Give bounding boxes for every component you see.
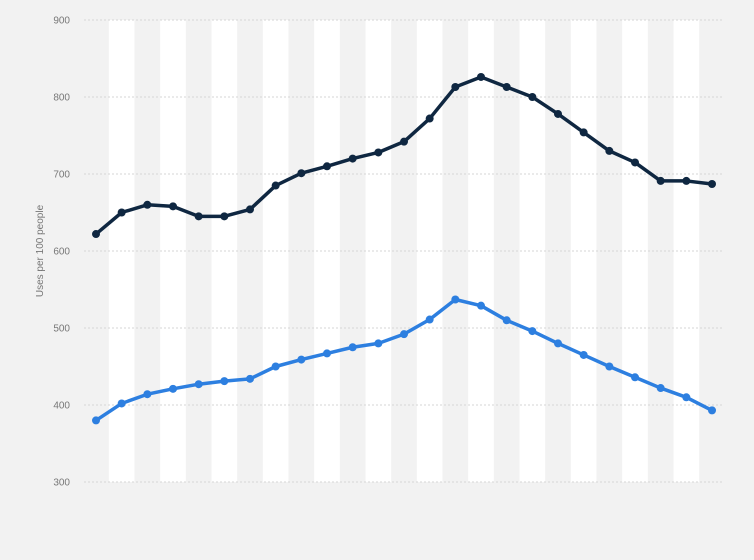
y-tick-label: 700 — [53, 170, 70, 181]
data-point[interactable] — [323, 349, 331, 358]
data-point[interactable] — [502, 316, 511, 325]
column-band — [314, 20, 340, 482]
data-point[interactable] — [400, 330, 408, 339]
data-point[interactable] — [425, 114, 434, 123]
data-point[interactable] — [451, 295, 460, 304]
data-point[interactable] — [682, 176, 691, 185]
y-axis-ticks: 300 400 500 600 700 800 900 — [53, 16, 70, 489]
data-point[interactable] — [425, 315, 434, 324]
data-point[interactable] — [194, 380, 203, 389]
y-tick-label: 500 — [53, 324, 70, 335]
data-point[interactable] — [631, 158, 639, 167]
data-point[interactable] — [682, 393, 691, 402]
data-point[interactable] — [605, 146, 614, 155]
data-point[interactable] — [194, 212, 203, 221]
data-point[interactable] — [374, 339, 383, 348]
data-point[interactable] — [631, 373, 639, 382]
data-point[interactable] — [169, 384, 177, 393]
data-point[interactable] — [451, 82, 460, 91]
data-point[interactable] — [528, 93, 537, 101]
data-point[interactable] — [297, 355, 306, 364]
y-tick-label: 800 — [53, 93, 70, 104]
series-2 — [92, 295, 716, 425]
data-point[interactable] — [656, 176, 665, 185]
data-point[interactable] — [579, 350, 588, 359]
column-band — [622, 20, 648, 482]
data-point[interactable] — [374, 148, 383, 157]
data-point[interactable] — [271, 362, 280, 371]
data-point[interactable] — [246, 374, 254, 383]
data-point[interactable] — [554, 339, 562, 348]
data-point[interactable] — [656, 384, 665, 393]
data-point[interactable] — [117, 399, 126, 408]
series-group — [92, 72, 716, 425]
data-point[interactable] — [477, 301, 485, 310]
data-point[interactable] — [477, 72, 485, 81]
gridlines — [84, 19, 724, 483]
data-point[interactable] — [323, 162, 331, 171]
data-point[interactable] — [502, 82, 511, 91]
series-1 — [92, 72, 716, 239]
data-point[interactable] — [554, 109, 562, 118]
data-point[interactable] — [579, 128, 588, 137]
data-point[interactable] — [220, 377, 229, 386]
data-point[interactable] — [169, 202, 177, 211]
data-point[interactable] — [92, 230, 100, 239]
data-point[interactable] — [143, 200, 152, 209]
data-point[interactable] — [143, 390, 152, 399]
data-point[interactable] — [528, 327, 537, 336]
y-axis-title: Uses per 100 people — [35, 204, 46, 297]
y-tick-label: 300 — [53, 478, 70, 489]
data-point[interactable] — [92, 416, 100, 425]
data-point[interactable] — [220, 212, 229, 221]
data-point[interactable] — [117, 208, 126, 217]
data-point[interactable] — [605, 362, 614, 371]
data-point[interactable] — [348, 343, 357, 352]
data-point[interactable] — [708, 406, 716, 415]
y-tick-label: 900 — [53, 16, 70, 27]
y-tick-label: 400 — [53, 401, 70, 412]
data-point[interactable] — [271, 181, 280, 190]
data-point[interactable] — [348, 154, 357, 163]
data-point[interactable] — [246, 205, 254, 214]
data-point[interactable] — [297, 169, 306, 178]
data-point[interactable] — [708, 180, 716, 189]
data-point[interactable] — [400, 137, 408, 146]
y-tick-label: 600 — [53, 247, 70, 258]
